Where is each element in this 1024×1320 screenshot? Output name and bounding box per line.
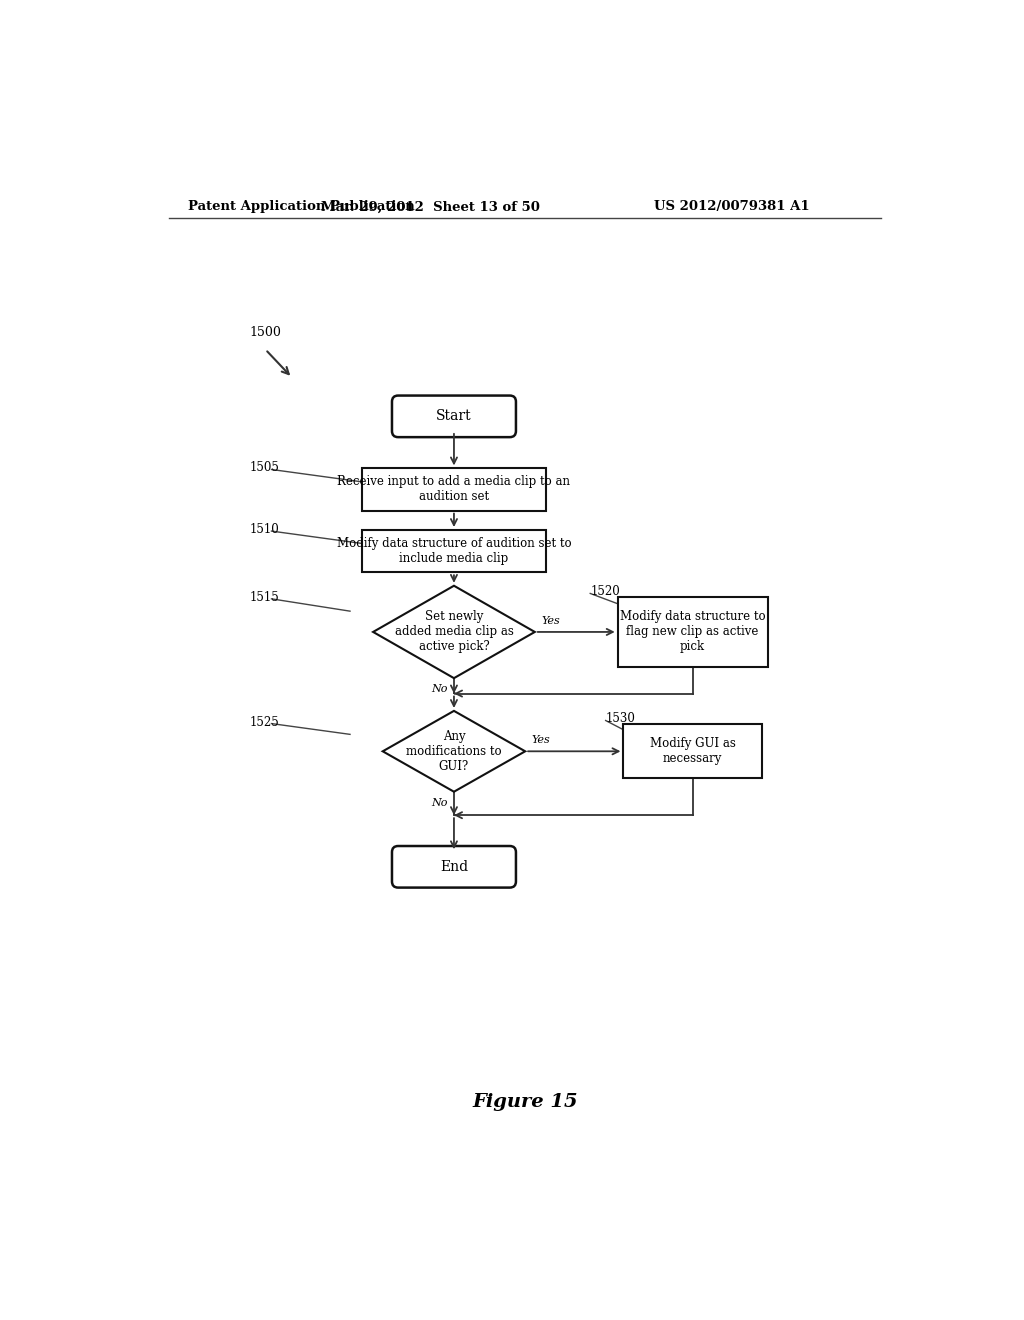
Text: No: No (431, 797, 447, 808)
Text: 1525: 1525 (250, 715, 280, 729)
Polygon shape (383, 711, 525, 792)
Text: Receive input to add a media clip to an
audition set: Receive input to add a media clip to an … (338, 475, 570, 503)
Text: Patent Application Publication: Patent Application Publication (188, 201, 415, 214)
Text: Yes: Yes (541, 616, 560, 626)
Text: 1510: 1510 (250, 523, 280, 536)
Text: Mar. 29, 2012  Sheet 13 of 50: Mar. 29, 2012 Sheet 13 of 50 (322, 201, 541, 214)
Text: US 2012/0079381 A1: US 2012/0079381 A1 (654, 201, 810, 214)
Text: Modify GUI as
necessary: Modify GUI as necessary (649, 738, 735, 766)
Text: Modify data structure to
flag new clip as active
pick: Modify data structure to flag new clip a… (620, 610, 766, 653)
Text: No: No (431, 684, 447, 694)
Text: Set newly
added media clip as
active pick?: Set newly added media clip as active pic… (394, 610, 513, 653)
FancyBboxPatch shape (392, 846, 516, 887)
Bar (617, 598, 768, 667)
Text: 1505: 1505 (250, 462, 280, 474)
Text: Any
modifications to
GUI?: Any modifications to GUI? (407, 730, 502, 772)
Text: 1520: 1520 (590, 585, 620, 598)
Text: 1500: 1500 (250, 326, 282, 339)
Polygon shape (373, 586, 535, 678)
Text: End: End (440, 859, 468, 874)
Bar (361, 529, 547, 573)
Text: Start: Start (436, 409, 472, 424)
Bar (624, 725, 762, 779)
Bar (361, 469, 547, 511)
Text: 1515: 1515 (250, 591, 280, 603)
Text: Modify data structure of audition set to
include media clip: Modify data structure of audition set to… (337, 537, 571, 565)
Text: Yes: Yes (531, 735, 550, 744)
Text: Figure 15: Figure 15 (472, 1093, 578, 1110)
Text: 1530: 1530 (605, 713, 636, 726)
FancyBboxPatch shape (392, 396, 516, 437)
